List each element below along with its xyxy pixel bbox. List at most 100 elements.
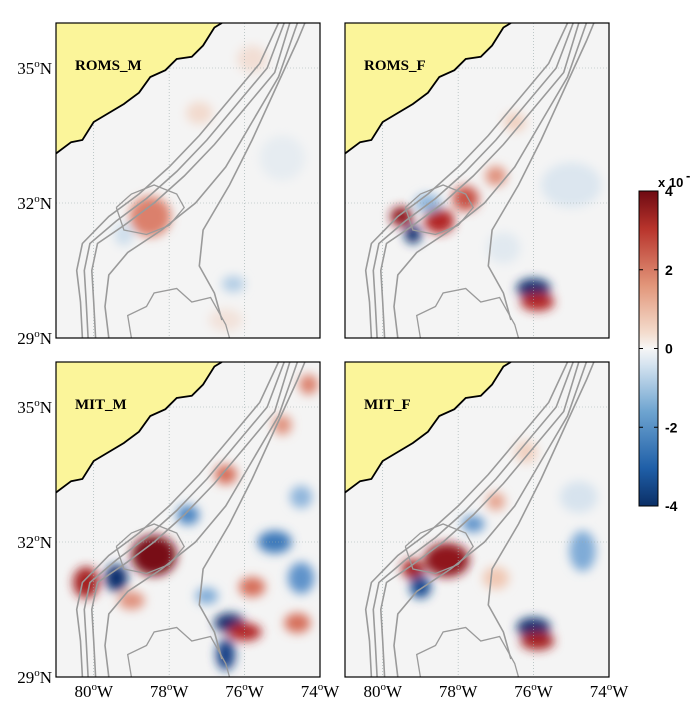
anomaly-blob	[559, 481, 598, 513]
y-tick-label: 35oN	[17, 58, 52, 78]
anomaly-blob	[486, 232, 521, 264]
x-tick-label: 74oW	[590, 681, 630, 701]
colorbar-tick-label: -2	[665, 419, 678, 435]
anomaly-blob	[520, 293, 555, 311]
coastline	[345, 362, 512, 494]
panel-frame	[344, 361, 610, 678]
anomaly-blob	[569, 530, 596, 572]
isobath-contour	[404, 184, 474, 236]
anomaly-blob	[486, 492, 506, 511]
isobath-contour	[198, 362, 306, 660]
isobath-contour	[126, 626, 231, 677]
isobath-contour	[126, 287, 231, 338]
y-tick-label: 35oN	[17, 397, 52, 417]
isobath-contour	[104, 23, 299, 338]
anomaly-blob	[105, 564, 128, 592]
panel-frame	[55, 22, 321, 339]
x-tick-label: 76oW	[514, 681, 554, 701]
land-mass	[345, 362, 511, 493]
anomaly-blob	[176, 505, 200, 525]
panel-frame	[55, 361, 321, 678]
anomaly-blob	[424, 208, 455, 234]
isobath-contour	[115, 184, 185, 236]
isobath-contour	[379, 23, 580, 338]
isobath-contour	[364, 23, 569, 338]
anomaly-blob	[287, 562, 315, 594]
anomaly-blob	[238, 577, 266, 597]
anomaly-blob	[272, 415, 292, 435]
isobath-contour	[75, 362, 280, 677]
isobath-contour	[90, 23, 291, 338]
isobath-contour	[372, 23, 574, 338]
panels: ROMS_M ROMS_F MIT_M MIT_F	[55, 22, 610, 678]
x-tick-label: 80oW	[363, 681, 403, 701]
colorbar-tick-label: 0	[665, 341, 673, 357]
anomaly-blob	[221, 275, 245, 293]
isobath-contour	[83, 362, 285, 677]
isobaths	[364, 23, 595, 338]
anomaly-blob	[482, 566, 510, 590]
anomaly-blob	[284, 613, 311, 633]
anomaly-blob	[257, 530, 292, 554]
x-tick-label: 78oW	[150, 681, 190, 701]
colorbar-scale-label: x 10	[658, 175, 683, 190]
isobath-contour	[198, 23, 306, 321]
anomaly-blob	[118, 591, 145, 610]
anomaly-blob	[72, 566, 100, 599]
isobath-contour	[90, 362, 291, 677]
coastline	[56, 23, 223, 155]
x-tick-label: 78oW	[439, 681, 479, 701]
anomaly-blob	[214, 464, 238, 485]
isobath-contour	[415, 287, 520, 338]
isobath-contour	[404, 523, 474, 575]
anomaly-blob	[237, 45, 268, 73]
y-tick-label: 29oN	[17, 328, 52, 348]
anomaly-blob	[114, 223, 134, 246]
panel-label: MIT_M	[75, 397, 127, 413]
isobath-contour	[415, 626, 520, 677]
anomaly-blob	[186, 101, 213, 125]
x-tick-label: 80oW	[74, 681, 114, 701]
anomaly-blob	[208, 308, 243, 332]
panel-label: MIT_F	[364, 397, 411, 413]
anomaly-field	[390, 112, 602, 311]
colorbar-exponent: -	[686, 168, 690, 183]
isobath-contour	[487, 23, 595, 321]
anomaly-blob	[289, 485, 313, 509]
colorbar-ticks: -4 -2 0 2 4	[639, 183, 678, 514]
anomaly-blob	[129, 196, 172, 237]
isobath-contour	[83, 23, 285, 338]
anomaly-blob	[541, 162, 602, 208]
colorbar: x 10 - -4 -2 0 2 4	[638, 168, 690, 514]
anomaly-blob	[216, 638, 236, 671]
y-tick-label: 32oN	[17, 193, 52, 213]
isobath-contour	[364, 362, 569, 677]
isobath-contour	[379, 362, 580, 677]
isobath-contour	[487, 362, 595, 660]
anomaly-blob	[259, 135, 305, 181]
isobath-contour	[393, 23, 588, 338]
isobaths	[75, 23, 306, 338]
isobath-contour	[372, 362, 574, 677]
panel-mit-m: MIT_M	[55, 361, 321, 678]
anomaly-blob	[503, 112, 527, 132]
panel-label: ROMS_M	[75, 58, 142, 74]
x-tick-label: 74oW	[301, 681, 341, 701]
anomaly-blob	[461, 515, 485, 533]
anomaly-blob	[485, 166, 507, 186]
panel-frame	[344, 22, 610, 339]
anomaly-blob	[404, 225, 422, 244]
land-mass	[56, 362, 222, 493]
anomaly-blob	[520, 632, 555, 650]
panel-roms-f: ROMS_F	[344, 22, 610, 339]
coastline	[56, 362, 223, 494]
axes: 29oN 32oN 35oN 29oN 32oN 35oN 80oW 78oW 76oW 74oW…	[17, 58, 629, 701]
x-tick-label: 76oW	[225, 681, 264, 701]
isobath-contour	[115, 523, 185, 575]
land-mass	[56, 23, 222, 154]
isobath-contour	[104, 362, 299, 677]
land-mass	[345, 23, 511, 154]
coastline	[345, 23, 512, 155]
y-tick-label: 29oN	[17, 667, 52, 687]
